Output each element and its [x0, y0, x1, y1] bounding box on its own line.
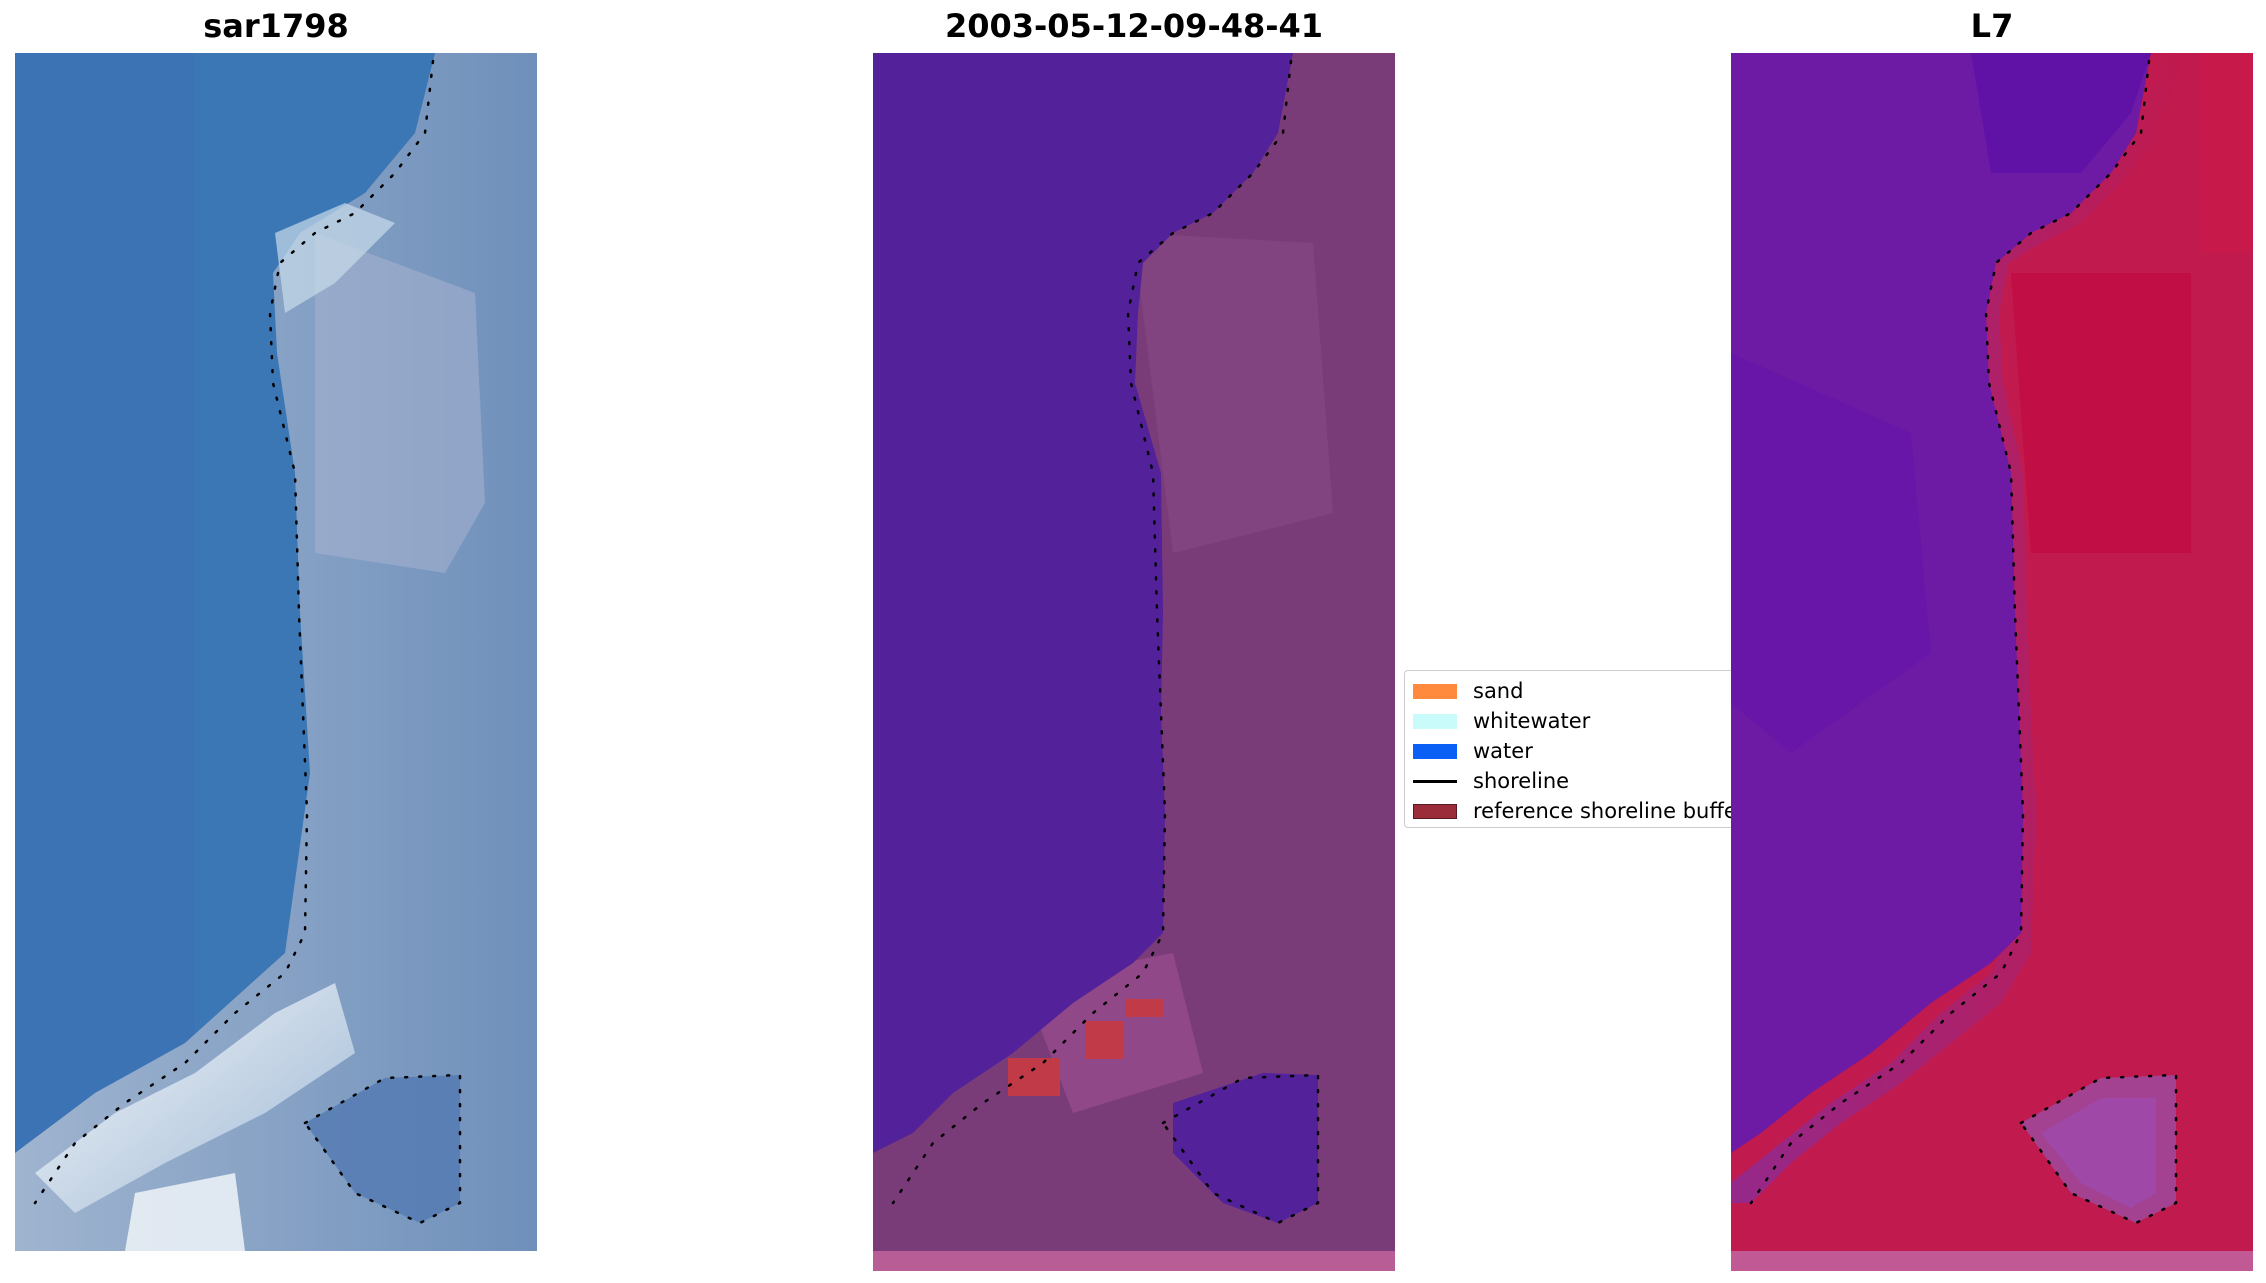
- shoreline: [33, 59, 435, 1205]
- shoreline: [1749, 59, 2151, 1205]
- legend-item-whitewater: whitewater: [1413, 709, 1590, 733]
- legend-label: shoreline: [1473, 769, 1570, 793]
- buffer-pixel: [1085, 1021, 1123, 1059]
- panel-title-classified: 2003-05-12-09-48-41: [944, 7, 1324, 45]
- water-swatch: [1413, 743, 1457, 759]
- classified-image: [873, 53, 1395, 1271]
- rgb-image: [15, 53, 537, 1251]
- water-area: [1731, 53, 2151, 1153]
- classified-image-panel: [873, 53, 1395, 1271]
- panel-title-rgb: sar1798: [203, 7, 349, 45]
- shoreline-line-swatch: [1413, 779, 1457, 783]
- sand-swatch: [1413, 683, 1457, 699]
- buffer-pixel: [1008, 1058, 1060, 1096]
- whitewater-swatch: [1413, 713, 1457, 729]
- legend-label: whitewater: [1473, 709, 1591, 733]
- pond-water: [1173, 1073, 1318, 1223]
- panel-title-index: L7: [1970, 7, 2014, 45]
- legend-label: water: [1473, 739, 1533, 763]
- shoreline: [891, 59, 1293, 1205]
- legend-item-sand: sand: [1413, 679, 1523, 703]
- rgb-image-panel: [15, 53, 537, 1251]
- index-image-panel: [1731, 53, 2253, 1271]
- water-area: [873, 53, 1293, 1153]
- legend-label: sand: [1473, 679, 1524, 703]
- legend-item-shoreline: shoreline: [1413, 769, 1569, 793]
- legend: sand whitewater water shoreline referenc…: [1404, 670, 1734, 828]
- legend-label: reference shoreline buffer: [1473, 799, 1734, 823]
- legend-item-reference-buffer: reference shoreline buffer: [1413, 799, 1734, 823]
- buffer-swatch: [1413, 803, 1457, 819]
- buffer-pixel: [1125, 999, 1163, 1017]
- legend-item-water: water: [1413, 739, 1533, 763]
- index-image: [1731, 53, 2253, 1271]
